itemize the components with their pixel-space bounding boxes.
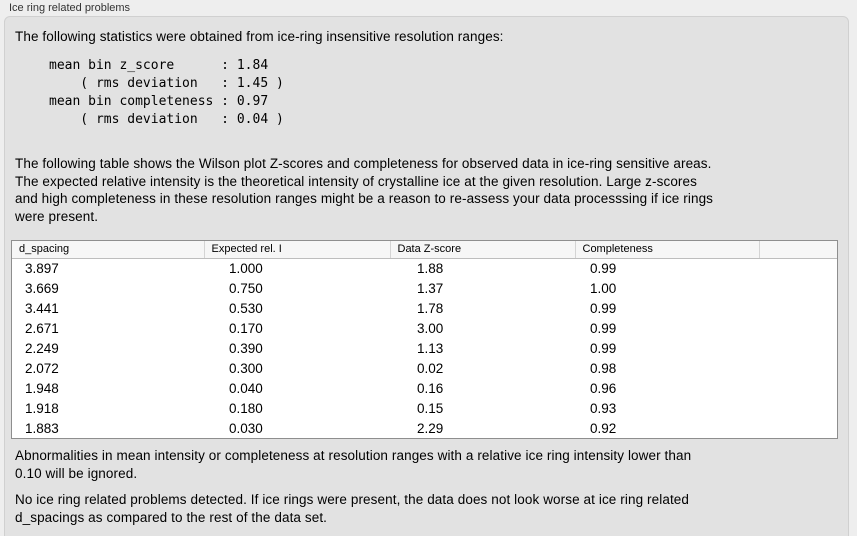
table-cell: 2.671: [25, 320, 59, 336]
table-row[interactable]: 2.072 0.300 0.02 0.98: [12, 358, 837, 378]
table-cell: 0.15: [417, 400, 444, 416]
stats-block: mean bin z_score : 1.84 ( rms deviation …: [49, 58, 284, 127]
table-cell: 1.88: [417, 260, 444, 276]
table-cell: 3.00: [417, 320, 444, 336]
table-cell: 1.13: [417, 340, 444, 356]
table-cell: 0.99: [590, 300, 617, 316]
table-cell: 1.78: [417, 300, 444, 316]
table-row[interactable]: 2.671 0.170 3.00 0.99: [12, 318, 837, 338]
ignore-note: Abnormalities in mean intensity or compl…: [15, 448, 692, 481]
table-cell: [759, 298, 837, 318]
table-cell: [759, 358, 837, 378]
table-cell: 0.93: [590, 400, 617, 416]
column-header-d-spacing[interactable]: d_spacing: [12, 241, 204, 259]
table-row[interactable]: 1.883 0.030 2.29 0.92: [12, 418, 837, 438]
column-header-expected-rel-i[interactable]: Expected rel. I: [203, 241, 390, 259]
table-cell: 0.750: [229, 280, 263, 296]
column-header-completeness[interactable]: Completeness: [574, 241, 759, 259]
table-row[interactable]: 2.249 0.390 1.13 0.99: [12, 338, 837, 358]
table-cell: 0.530: [229, 300, 263, 316]
table-row[interactable]: 3.441 0.530 1.78 0.99: [12, 298, 837, 318]
table-cell: 1.000: [229, 260, 263, 276]
table-cell: 0.300: [229, 360, 263, 376]
table-cell: 3.669: [25, 280, 59, 296]
table-cell: [759, 318, 837, 338]
table-cell: 0.98: [590, 360, 617, 376]
table-cell: 1.918: [25, 400, 59, 416]
table-row[interactable]: 3.897 1.000 1.88 0.99: [12, 258, 837, 278]
table-cell: 0.040: [229, 380, 263, 396]
table-cell: 0.02: [417, 360, 444, 376]
table-cell: 0.92: [590, 420, 617, 436]
column-header-empty: [758, 241, 837, 259]
table-cell: [759, 338, 837, 358]
table-header-row: d_spacing Expected rel. I Data Z-score C…: [12, 241, 837, 259]
table-cell: 3.441: [25, 300, 59, 316]
table-cell: [759, 278, 837, 298]
table-description: The following table shows the Wilson plo…: [15, 156, 714, 224]
table-cell: 0.180: [229, 400, 263, 416]
table-cell: 1.883: [25, 420, 59, 436]
table-cell: 0.030: [229, 420, 263, 436]
column-header-data-z-score[interactable]: Data Z-score: [389, 241, 575, 259]
table-cell: [759, 378, 837, 398]
ice-ring-table[interactable]: d_spacing Expected rel. I Data Z-score C…: [11, 240, 838, 439]
table-cell: 0.99: [590, 260, 617, 276]
table-cell: 2.072: [25, 360, 59, 376]
ice-ring-panel: The following statistics were obtained f…: [4, 16, 849, 536]
table-cell: 0.16: [417, 380, 444, 396]
table-cell: [759, 398, 837, 418]
intro-text: The following statistics were obtained f…: [15, 29, 504, 44]
table-cell: 0.390: [229, 340, 263, 356]
table-cell: 1.948: [25, 380, 59, 396]
table-cell: 2.29: [417, 420, 444, 436]
conclusion-note: No ice ring related problems detected. I…: [15, 492, 690, 525]
table-cell: 0.99: [590, 340, 617, 356]
table-cell: 0.170: [229, 320, 263, 336]
group-title: Ice ring related problems: [9, 2, 131, 14]
table-cell: 3.897: [25, 260, 59, 276]
table-cell: 1.00: [590, 280, 617, 296]
table-body: 3.897 1.000 1.88 0.99 3.669 0.750 1.37 1.00 3.44…: [12, 258, 837, 438]
table-cell: [759, 418, 837, 438]
table-cell: [759, 258, 837, 278]
table-cell: 1.37: [417, 280, 444, 296]
table-cell: 0.99: [590, 320, 617, 336]
table-row[interactable]: 3.669 0.750 1.37 1.00: [12, 278, 837, 298]
table-cell: 2.249: [25, 340, 59, 356]
table-cell: 0.96: [590, 380, 617, 396]
table-row[interactable]: 1.918 0.180 0.15 0.93: [12, 398, 837, 418]
table-row[interactable]: 1.948 0.040 0.16 0.96: [12, 378, 837, 398]
